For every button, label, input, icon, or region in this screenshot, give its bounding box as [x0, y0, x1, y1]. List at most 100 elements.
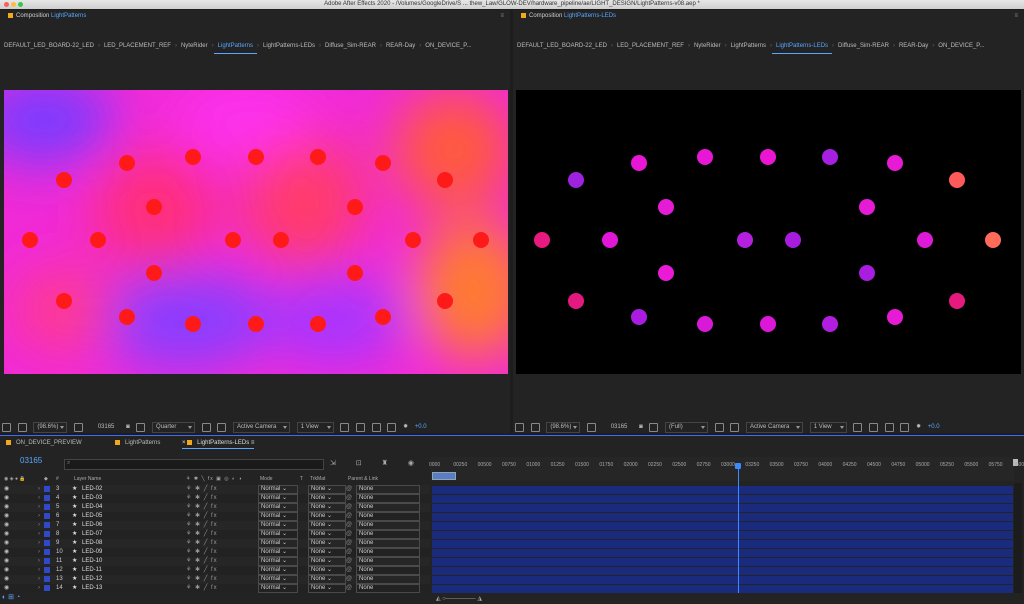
transparency-grid-icon[interactable] — [730, 422, 740, 432]
pick-whip-icon[interactable]: @ — [346, 513, 353, 519]
always-preview-icon[interactable] — [515, 422, 524, 432]
pick-whip-icon[interactable]: @ — [346, 486, 353, 492]
label-color-swatch[interactable] — [44, 567, 50, 573]
minimize-window-icon[interactable] — [11, 2, 16, 7]
mode-header[interactable]: Mode — [260, 476, 273, 482]
label-color-swatch[interactable] — [44, 504, 50, 510]
mode-dropdown[interactable]: Normal ⌄ — [258, 503, 298, 512]
layer-switches[interactable]: ⚘ ✱ ╱ fx — [186, 585, 218, 591]
breadcrumb-item[interactable]: LightPatterns — [213, 39, 258, 54]
breadcrumb-item[interactable]: DEFAULT_LED_BOARD-22_LED — [517, 43, 607, 49]
camera-dropdown[interactable]: Active Camera — [233, 421, 291, 433]
fast-previews-icon[interactable] — [356, 422, 366, 432]
mode-dropdown[interactable]: Normal ⌄ — [258, 584, 298, 593]
layer-name[interactable]: LED-02 — [82, 486, 103, 492]
label-color-swatch[interactable] — [44, 585, 50, 591]
resolution-dropdown[interactable]: (Full) — [665, 421, 709, 433]
expand-arrow-icon[interactable]: › — [38, 576, 40, 582]
timeline-scroll-end[interactable] — [1013, 459, 1018, 466]
viewer-timecode[interactable]: 03165 — [97, 424, 115, 430]
pick-whip-icon[interactable]: @ — [346, 522, 353, 528]
eye-icon[interactable]: ◉ — [4, 531, 10, 537]
parent-dropdown[interactable]: None — [356, 548, 420, 557]
layer-row[interactable]: ◉ › 9 ★ LED-08 ⚘ ✱ ╱ fx Normal ⌄ None ⌄ … — [0, 539, 430, 548]
trkmat-dropdown[interactable]: None ⌄ — [308, 575, 346, 584]
flowchart-icon[interactable] — [387, 422, 397, 432]
expand-arrow-icon[interactable]: › — [38, 558, 40, 564]
parent-dropdown[interactable]: None — [356, 566, 420, 575]
parent-dropdown[interactable]: None — [356, 557, 420, 566]
eye-icon[interactable]: ◉ — [4, 576, 10, 582]
eye-icon[interactable]: ◉ — [4, 522, 10, 528]
eye-icon[interactable]: ◉ — [4, 540, 10, 546]
breadcrumb-item[interactable]: REAR-Day — [385, 43, 416, 49]
layer-duration-bar[interactable] — [432, 530, 1013, 539]
mode-dropdown[interactable]: Normal ⌄ — [258, 494, 298, 503]
label-color-swatch[interactable] — [44, 513, 50, 519]
layer-switches[interactable]: ⚘ ✱ ╱ fx — [186, 504, 218, 510]
layer-duration-bar[interactable] — [432, 521, 1013, 530]
layer-switches[interactable]: ⚘ ✱ ╱ fx — [186, 549, 218, 555]
expand-arrow-icon[interactable]: › — [38, 522, 40, 528]
monitor-icon[interactable] — [17, 422, 27, 432]
composition-viewer[interactable] — [4, 90, 508, 374]
timeline-icon[interactable] — [884, 422, 894, 432]
monitor-icon[interactable] — [530, 422, 540, 432]
label-color-swatch[interactable] — [44, 576, 50, 582]
trkmat-dropdown[interactable]: None ⌄ — [308, 557, 346, 566]
mode-dropdown[interactable]: Normal ⌄ — [258, 575, 298, 584]
expand-arrow-icon[interactable]: › — [38, 549, 40, 555]
zoom-slider[interactable]: ◭ ○─────── ◮ — [436, 596, 482, 602]
parent-dropdown[interactable]: None — [356, 494, 420, 503]
label-color-swatch[interactable] — [44, 540, 50, 546]
breadcrumb-item[interactable]: LightPatterns-LEDs — [772, 39, 833, 54]
label-color-swatch[interactable] — [44, 495, 50, 501]
layer-duration-bar[interactable] — [432, 548, 1013, 557]
parent-dropdown[interactable]: None — [356, 521, 420, 530]
layer-duration-bar[interactable] — [432, 503, 1013, 512]
layer-switches[interactable]: ⚘ ✱ ╱ fx — [186, 540, 218, 546]
trkmat-dropdown[interactable]: None ⌄ — [308, 548, 346, 557]
grid-icon[interactable] — [74, 422, 84, 432]
layer-duration-bar[interactable] — [432, 512, 1013, 521]
eye-icon[interactable]: ◉ — [4, 495, 10, 501]
playhead[interactable] — [738, 465, 740, 593]
parent-header[interactable]: Parent & Link — [348, 476, 379, 482]
layer-name[interactable]: LED-06 — [82, 522, 103, 528]
breadcrumb-item[interactable]: Diffuse_Sim-REAR — [838, 43, 889, 49]
color-channel-icon[interactable] — [136, 422, 146, 432]
parent-dropdown[interactable]: None — [356, 512, 420, 521]
breadcrumb-item[interactable]: DEFAULT_LED_BOARD-22_LED — [4, 43, 94, 49]
label-color-swatch[interactable] — [44, 549, 50, 555]
region-of-interest-icon[interactable] — [714, 422, 724, 432]
mode-dropdown[interactable]: Normal ⌄ — [258, 557, 298, 566]
layer-name[interactable]: LED-12 — [82, 576, 103, 582]
layer-row[interactable]: ◉ › 12 ★ LED-11 ⚘ ✱ ╱ fx Normal ⌄ None ⌄… — [0, 566, 430, 575]
trkmat-dropdown[interactable]: None ⌄ — [308, 521, 346, 530]
expand-arrow-icon[interactable]: › — [38, 531, 40, 537]
timeline-scrollbar[interactable] — [1014, 483, 1022, 593]
exposure-icon[interactable]: ✸ — [403, 424, 409, 430]
mode-dropdown[interactable]: Normal ⌄ — [258, 566, 298, 575]
comp-name[interactable]: LightPatterns-LEDs — [564, 13, 617, 19]
views-dropdown[interactable]: 1 View — [296, 421, 334, 433]
eye-icon[interactable]: ◉ — [4, 567, 10, 573]
layer-switches[interactable]: ⚘ ✱ ╱ fx — [186, 558, 218, 564]
trkmat-dropdown[interactable]: None ⌄ — [308, 512, 346, 521]
playhead-handle[interactable] — [735, 463, 742, 469]
layer-search-input[interactable]: ⌕ — [64, 459, 324, 470]
label-color-swatch[interactable] — [44, 486, 50, 492]
tab-lightpatterns[interactable]: LightPatterns — [115, 438, 160, 448]
pick-whip-icon[interactable]: @ — [346, 585, 353, 591]
flowchart-icon[interactable] — [900, 422, 910, 432]
trkmat-dropdown[interactable]: None ⌄ — [308, 494, 346, 503]
views-dropdown[interactable]: 1 View — [809, 421, 847, 433]
pick-whip-icon[interactable]: @ — [346, 495, 353, 501]
exposure-icon[interactable]: ✸ — [916, 424, 922, 430]
pick-whip-icon[interactable]: @ — [346, 504, 353, 510]
layer-duration-bar[interactable] — [432, 557, 1013, 566]
layer-duration-bar[interactable] — [432, 485, 1013, 494]
eye-icon[interactable]: ◉ — [4, 549, 10, 555]
trkmat-header[interactable]: TrkMat — [310, 476, 326, 482]
layer-name[interactable]: LED-03 — [82, 495, 103, 501]
